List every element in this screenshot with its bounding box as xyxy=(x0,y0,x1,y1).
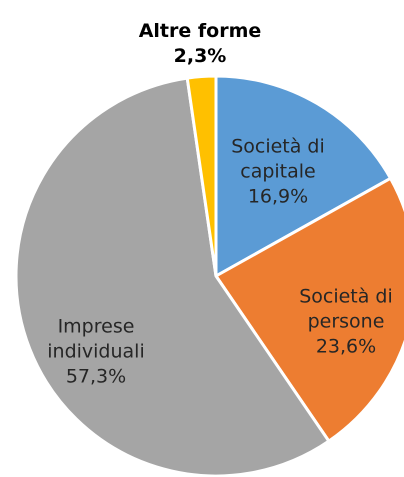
pie-slice xyxy=(185,74,218,277)
category-label: Altre forme xyxy=(138,20,262,42)
slice-label: Società di capitale 16,9% xyxy=(213,135,343,210)
value-label: 16,9% xyxy=(247,185,309,208)
category-label: Società di persone xyxy=(299,285,393,333)
value-label: 2,3% xyxy=(173,45,227,67)
slice-label: Altre forme 2,3% xyxy=(100,19,300,69)
slice-label: Imprese individuali 57,3% xyxy=(31,315,161,390)
category-label: Società di capitale xyxy=(231,135,325,183)
category-label: Imprese individuali xyxy=(47,315,145,363)
value-label: 23,6% xyxy=(315,335,377,358)
pie-slice xyxy=(213,176,404,444)
pie-slice xyxy=(14,76,331,477)
pie-slice xyxy=(214,74,393,279)
slice-label: Società di persone 23,6% xyxy=(281,285,404,360)
value-label: 57,3% xyxy=(65,365,127,388)
